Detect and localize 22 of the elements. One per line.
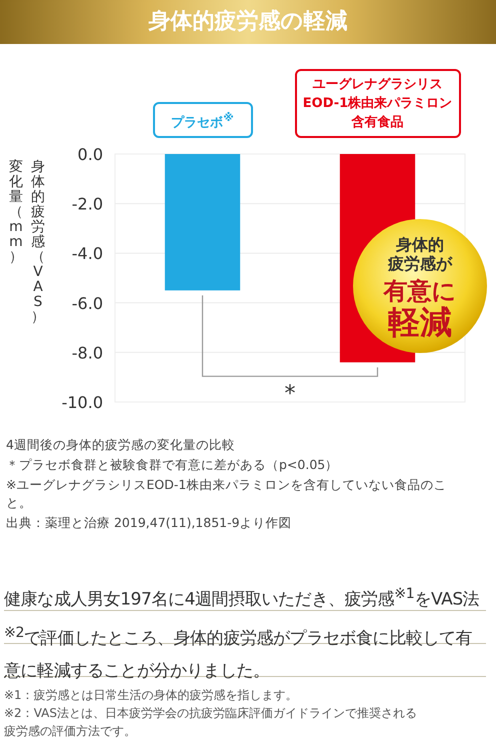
annotation: 疲労感が [387, 254, 453, 273]
x-tick-label: ユーグレナグラシリスEOD-1株由来パラミロン含有食品 [294, 69, 460, 138]
y-tick-label: -8.0 [72, 343, 103, 362]
y-tick-label: -4.0 [72, 244, 103, 264]
text: ※ユーグレナグラシリスEOD-1株由来パラミロンを含有していない食品のこと。 [6, 476, 448, 512]
text: 健康な成人男女197名に4週間摂取いただき、疲労感$^{※1}$をVAS法$^{※2}$で評価したところ、身体的疲労感がプラセボ食に比較して有意に軽減することが分かりました。 [4, 586, 480, 682]
chart-title: 身体的疲労感の軽減 [0, 0, 496, 44]
y-tick-label: -2.0 [72, 194, 103, 214]
y-tick-label: -10.0 [62, 393, 103, 412]
annotation: 身体的 [395, 235, 444, 254]
annotation: 有意に [382, 277, 456, 305]
x-tick-label: プラセボ$^{※}$ [152, 102, 252, 138]
source-note: 出典：薬理と治療 2019,47(11),1851-9より作図 [6, 514, 293, 532]
text: ※1：疲労感とは日常生活の身体的疲労感を指します。 [4, 687, 299, 704]
annotation: 軽減 [388, 303, 452, 341]
annotation: * [284, 381, 296, 406]
text: ＊プラセボ食群と被験食群で有意に差がある（p<0.05） [6, 456, 340, 474]
text: 身体的疲労感（VAS）変化量（mm） [9, 159, 45, 325]
y-tick-label: -6.0 [72, 294, 103, 313]
text: 4週間後の身体的疲労感の変化量の比較 [6, 436, 236, 454]
text: ※2：VAS法とは、日本疲労学会の抗疲労臨床評価ガイドラインで推奨される疲労感の評価方法です。 [4, 705, 418, 740]
y-tick-label: 0.0 [78, 145, 103, 164]
